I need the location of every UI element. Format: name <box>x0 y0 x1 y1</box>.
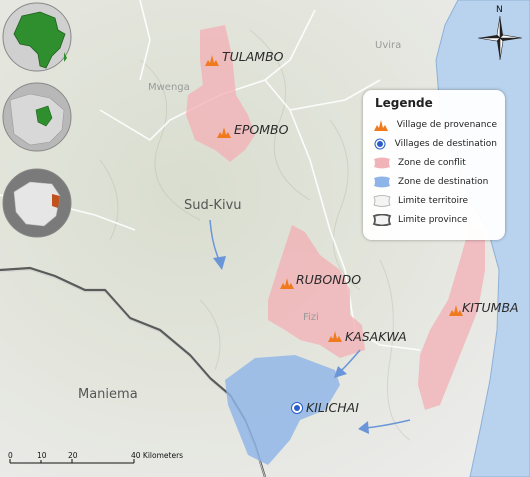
label-epombo: EPOMBO <box>234 122 289 137</box>
conflict-zone-east <box>418 225 485 410</box>
legend-label: Limite province <box>398 214 468 225</box>
dot-marker-icon <box>371 137 390 151</box>
legend-panel: Legende Village de provenance Villages d… <box>363 90 505 240</box>
destination-zone <box>225 355 340 465</box>
label-tulambo: TULAMBO <box>222 49 284 64</box>
legend-title: Legende <box>375 96 433 110</box>
scale-tick-0: 0 <box>8 451 13 460</box>
scale-bar: 0 10 20 40 Kilometers <box>8 451 188 471</box>
scale-bar-graphic <box>9 459 135 464</box>
label-kitumba: KITUMBA <box>462 300 519 315</box>
legend-label: Zone de conflit <box>398 157 466 168</box>
scale-tick-20: 20 <box>68 451 78 460</box>
conflict-zones <box>186 25 485 410</box>
legend-label: Village de provenance <box>396 119 497 130</box>
village-markers <box>205 55 463 414</box>
legend-item-village-provenance: Village de provenance <box>371 115 497 134</box>
village-marker-tulambo[interactable] <box>205 55 219 66</box>
conflict-zone-center <box>268 225 365 358</box>
village-labels: TULAMBO EPOMBO RUBONDO KASAKWA KITUMBA K… <box>222 49 519 415</box>
region-labels: Sud-Kivu Maniema Mwenga Uvira Fizi <box>78 40 401 402</box>
legend-item-province-limit: Limite province <box>371 210 497 229</box>
label-kilichai: KILICHAI <box>306 400 359 415</box>
flame-icon <box>371 118 392 132</box>
sud-kivu-highlight <box>52 194 60 208</box>
village-marker-epombo[interactable] <box>217 127 231 138</box>
inset-drc-globe <box>2 82 72 152</box>
inset-africa-globe <box>2 2 72 72</box>
legend-label: Zone de destination <box>398 176 489 187</box>
legend-item-conflict-zone: Zone de conflit <box>371 153 497 172</box>
village-marker-kitumba[interactable] <box>449 305 463 316</box>
label-sud-kivu: Sud-Kivu <box>184 198 242 213</box>
compass-north-label: N <box>496 5 503 15</box>
africa-continent-shape <box>13 11 66 69</box>
territory-limit-swatch-icon <box>371 194 393 208</box>
legend-label: Limite territoire <box>398 195 469 206</box>
scale-tick-10: 10 <box>37 451 47 460</box>
village-marker-rubondo[interactable] <box>280 278 294 289</box>
conflict-zone-swatch-icon <box>371 156 393 170</box>
label-uvira: Uvira <box>375 40 401 51</box>
village-marker-kasakwa[interactable] <box>328 331 342 342</box>
label-rubondo: RUBONDO <box>296 272 361 287</box>
legend-label: Villages de destination <box>394 138 497 149</box>
label-fizi: Fizi <box>303 312 319 323</box>
conflict-zone-north <box>186 25 255 162</box>
drc-highlight <box>35 105 53 127</box>
destination-zone-swatch-icon <box>371 175 393 189</box>
legend-item-territory-limit: Limite territoire <box>371 191 497 210</box>
label-maniema: Maniema <box>78 387 138 402</box>
village-marker-kilichai[interactable] <box>291 402 303 414</box>
legend-item-destination-zone: Zone de destination <box>371 172 497 191</box>
arrow-heads <box>213 256 369 434</box>
inset-province-globe <box>2 168 72 238</box>
label-kasakwa: KASAKWA <box>345 329 407 344</box>
label-mwenga: Mwenga <box>148 82 190 93</box>
compass-rose: N <box>477 5 523 61</box>
scale-tick-40: 40 Kilometers <box>131 451 184 460</box>
province-limit-swatch-icon <box>371 213 393 227</box>
legend-item-village-destination: Villages de destination <box>371 134 497 153</box>
